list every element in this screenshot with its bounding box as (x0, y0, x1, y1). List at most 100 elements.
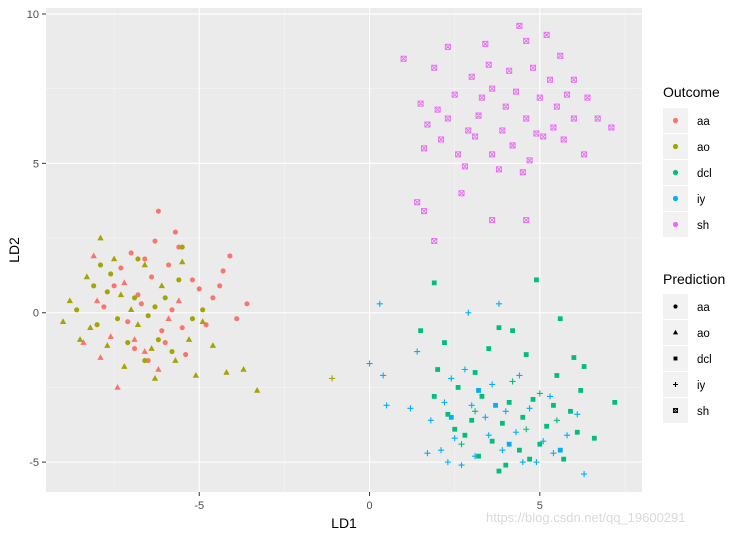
data-point (561, 456, 567, 462)
data-point (472, 453, 479, 460)
data-point (118, 265, 124, 271)
data-point (534, 277, 539, 283)
data-point (584, 94, 591, 101)
x-tick-label: 0 (366, 500, 372, 512)
data-point (495, 166, 502, 173)
legend-label-prediction: ao (697, 328, 710, 340)
legend-key-color-aa (672, 117, 679, 124)
data-point (244, 301, 250, 307)
data-point (427, 417, 434, 424)
data-point (536, 94, 543, 101)
data-point (543, 31, 550, 38)
legend-key-shape-sh (672, 407, 679, 414)
data-point (496, 325, 502, 331)
data-point (209, 342, 217, 348)
data-point (159, 328, 165, 334)
data-point (165, 315, 172, 322)
x-axis-title: LD1 (331, 515, 357, 531)
data-point (557, 447, 563, 453)
data-point (451, 435, 458, 442)
legend-key-shape-aa (673, 304, 678, 309)
data-point (519, 459, 526, 466)
data-point (145, 313, 151, 319)
data-point (537, 441, 543, 447)
data-point (553, 103, 560, 110)
data-point (533, 459, 540, 466)
data-point (509, 142, 516, 149)
outcome-legend: Outcome aa ao dcl iy sh (663, 84, 720, 237)
y-tick-label: 10 (27, 9, 39, 21)
data-point (472, 370, 478, 375)
data-point (551, 402, 556, 408)
data-point (489, 85, 496, 92)
data-point (175, 297, 182, 304)
data-points (59, 22, 618, 478)
data-point (431, 280, 437, 286)
data-point (530, 64, 537, 71)
data-point (512, 429, 520, 436)
data-point (465, 309, 472, 316)
data-point (59, 318, 67, 325)
data-point (455, 385, 461, 390)
data-point (151, 375, 159, 381)
data-point (101, 304, 107, 310)
data-point (414, 348, 421, 355)
data-point (441, 399, 448, 406)
data-point (458, 462, 465, 469)
data-point (169, 307, 175, 313)
data-point (138, 301, 144, 307)
data-point (468, 73, 475, 80)
data-point (162, 340, 168, 346)
data-point (141, 348, 148, 354)
data-point (434, 106, 441, 113)
data-point (448, 375, 455, 382)
data-point (499, 420, 505, 426)
data-point (468, 402, 475, 409)
data-point (581, 151, 588, 158)
data-point (564, 91, 571, 98)
data-point (591, 435, 597, 441)
data-point (155, 208, 161, 214)
x-tick-label: 5 (537, 500, 543, 512)
data-point (458, 441, 465, 448)
legend-label-outcome: aa (697, 116, 710, 128)
data-point (93, 297, 101, 304)
data-point (452, 426, 458, 432)
data-point (444, 43, 451, 50)
legend-label-outcome: dcl (697, 168, 712, 180)
data-point (179, 258, 186, 265)
data-point (107, 333, 114, 339)
data-point (83, 273, 91, 280)
data-point (152, 238, 158, 244)
data-point (421, 145, 428, 152)
data-point (455, 151, 462, 158)
data-point (114, 316, 121, 322)
data-point (431, 393, 437, 399)
data-point (424, 450, 431, 457)
data-point (142, 256, 148, 262)
data-point (493, 402, 498, 408)
data-point (152, 304, 158, 310)
data-point (554, 373, 560, 378)
data-point (523, 115, 530, 122)
data-point (502, 408, 509, 415)
data-point (523, 426, 530, 433)
data-point (155, 337, 161, 343)
data-point (472, 408, 479, 415)
data-point (461, 366, 468, 373)
data-point (189, 277, 196, 283)
data-point (435, 367, 441, 372)
data-point (478, 94, 485, 101)
data-point (196, 286, 202, 292)
data-point (469, 417, 475, 423)
data-point (503, 462, 509, 468)
data-point (444, 459, 451, 466)
data-point (479, 393, 485, 399)
data-point (104, 342, 111, 348)
data-point (516, 447, 522, 453)
data-point (544, 423, 550, 429)
data-point (536, 390, 543, 397)
data-point (482, 414, 489, 421)
data-point (414, 199, 421, 206)
